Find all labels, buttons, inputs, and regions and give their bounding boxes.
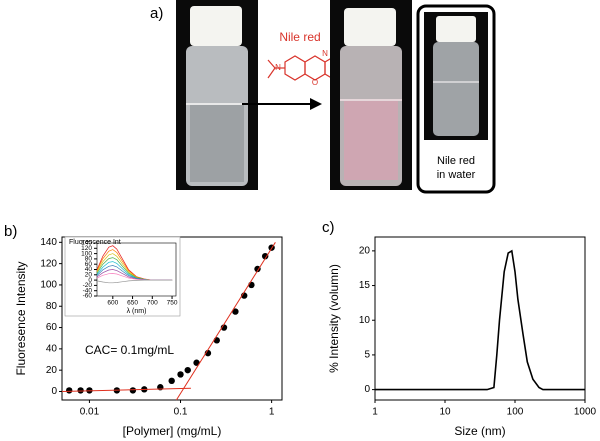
atom: N	[322, 49, 328, 58]
y-tick-label: 80	[85, 256, 93, 263]
data-line	[61, 387, 191, 392]
data-point	[177, 371, 184, 378]
y-tick-label: 20	[46, 365, 58, 376]
atom: O	[312, 78, 318, 87]
inset-frame	[64, 236, 181, 317]
y-axis-label: % Intensity (volumn)	[327, 264, 341, 373]
data-line	[375, 249, 585, 391]
x-tick-label: 0.1	[174, 407, 188, 418]
x-tick-label: 10	[439, 407, 451, 418]
panel-label: c)	[322, 219, 335, 236]
x-tick-label: 0.01	[80, 407, 100, 418]
y-tick-label: 20	[359, 246, 371, 257]
vial-photo	[330, 0, 412, 190]
x-tick-label: 1000	[574, 407, 597, 418]
y-tick-label: 100	[40, 280, 57, 291]
y-tick-label: -60	[83, 293, 93, 300]
x-tick-label: 650	[127, 300, 138, 307]
data-line	[175, 242, 276, 401]
y-tick-label: 0	[364, 384, 370, 395]
y-tick-label: 0	[51, 386, 57, 397]
data-line	[96, 279, 173, 284]
annotation: CAC= 0.1mg/mL	[85, 343, 174, 357]
data-point	[129, 387, 137, 394]
x-tick-label: 1	[269, 407, 275, 418]
y-tick-label: 140	[81, 240, 92, 247]
y-axis-label: Fluorescence Int	[69, 239, 121, 246]
control-label: in water	[437, 169, 476, 181]
arrow	[242, 98, 322, 110]
atom: N	[275, 63, 281, 72]
data-point	[77, 387, 84, 394]
x-axis-label: λ (nm)	[127, 308, 147, 315]
panel-label: a)	[150, 5, 163, 22]
y-tick-label: -20	[83, 282, 93, 289]
dye-name: Nile red	[279, 30, 320, 44]
y-tick-label: 120	[40, 258, 57, 269]
y-tick-label: 100	[81, 250, 92, 257]
y-tick-label: 20	[85, 272, 93, 279]
data-point	[232, 308, 239, 315]
x-tick-label: 700	[147, 300, 158, 307]
data-point	[261, 252, 269, 260]
control-vial	[416, 4, 496, 194]
x-tick-label: 750	[167, 300, 178, 307]
y-tick-label: 60	[85, 261, 93, 268]
x-tick-label: 1	[372, 407, 378, 418]
data-point	[66, 387, 73, 394]
vial-photo	[176, 0, 258, 190]
y-tick-label: 40	[46, 344, 58, 355]
y-tick-label: 10	[359, 315, 371, 326]
y-tick-label: -40	[83, 287, 93, 294]
x-tick-label: 100	[507, 407, 524, 418]
y-tick-label: 15	[359, 280, 371, 291]
data-point	[184, 366, 191, 374]
y-tick-label: 120	[81, 245, 92, 252]
x-tick-label: 600	[107, 300, 118, 307]
y-tick-label: 60	[46, 322, 58, 333]
data-point	[193, 359, 200, 366]
data-point	[213, 337, 220, 344]
panel-label: b)	[4, 223, 17, 240]
y-axis-label: Fluoresence Intensity	[14, 261, 28, 375]
y-tick-label: 40	[85, 266, 93, 273]
data-point	[168, 377, 175, 385]
x-axis-label: [Polymer] (mg/mL)	[123, 424, 222, 438]
x-axis-label: Size (nm)	[454, 424, 505, 438]
plot-frame	[374, 236, 586, 401]
control-label: Nile red	[437, 155, 475, 167]
y-tick-label: 0	[88, 277, 92, 284]
y-tick-label: 5	[364, 350, 370, 361]
y-tick-label: 140	[40, 237, 57, 248]
y-tick-label: 80	[46, 301, 58, 312]
